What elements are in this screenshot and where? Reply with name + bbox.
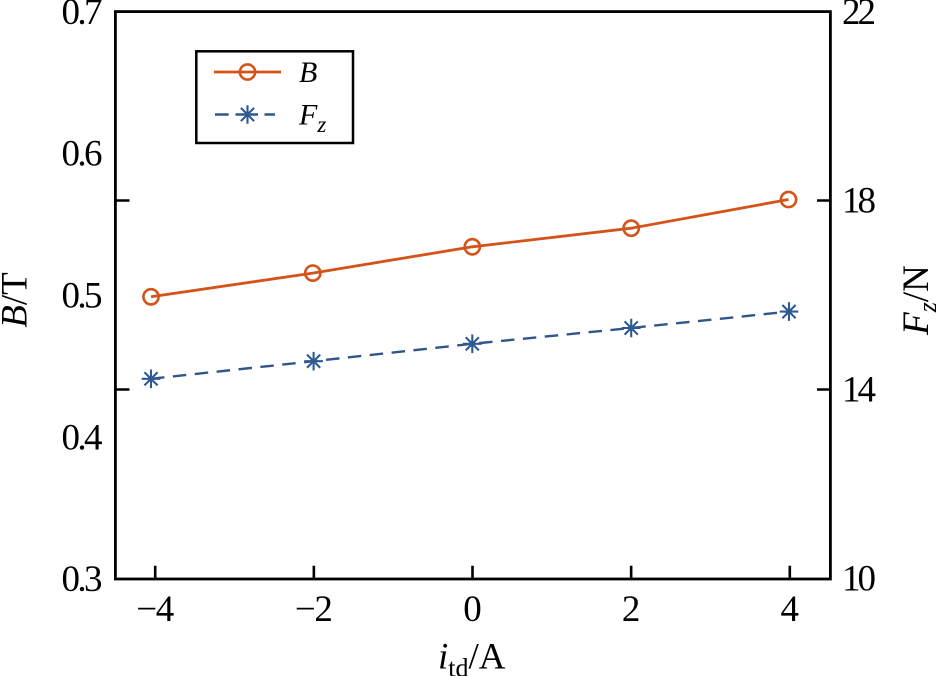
svg-text:Fz/N: Fz/N bbox=[896, 265, 939, 336]
svg-text:B/T: B/T bbox=[0, 272, 36, 328]
svg-text:0.3: 0.3 bbox=[62, 559, 103, 600]
svg-text:18: 18 bbox=[842, 181, 876, 222]
svg-text:0.5: 0.5 bbox=[62, 276, 103, 317]
svg-text:14: 14 bbox=[842, 370, 876, 411]
svg-text:Fz: Fz bbox=[298, 99, 326, 138]
svg-text:10: 10 bbox=[842, 559, 876, 600]
svg-text:−2: −2 bbox=[295, 589, 333, 630]
svg-text:itd/A: itd/A bbox=[438, 637, 506, 676]
svg-text:B: B bbox=[299, 56, 317, 89]
svg-text:0.4: 0.4 bbox=[62, 417, 103, 458]
svg-text:4: 4 bbox=[781, 589, 800, 630]
svg-text:0.7: 0.7 bbox=[62, 0, 103, 33]
svg-text:−4: −4 bbox=[136, 589, 174, 630]
svg-text:2: 2 bbox=[622, 589, 641, 630]
svg-text:0: 0 bbox=[463, 589, 482, 630]
svg-text:0.6: 0.6 bbox=[62, 134, 103, 175]
svg-text:22: 22 bbox=[842, 0, 876, 33]
